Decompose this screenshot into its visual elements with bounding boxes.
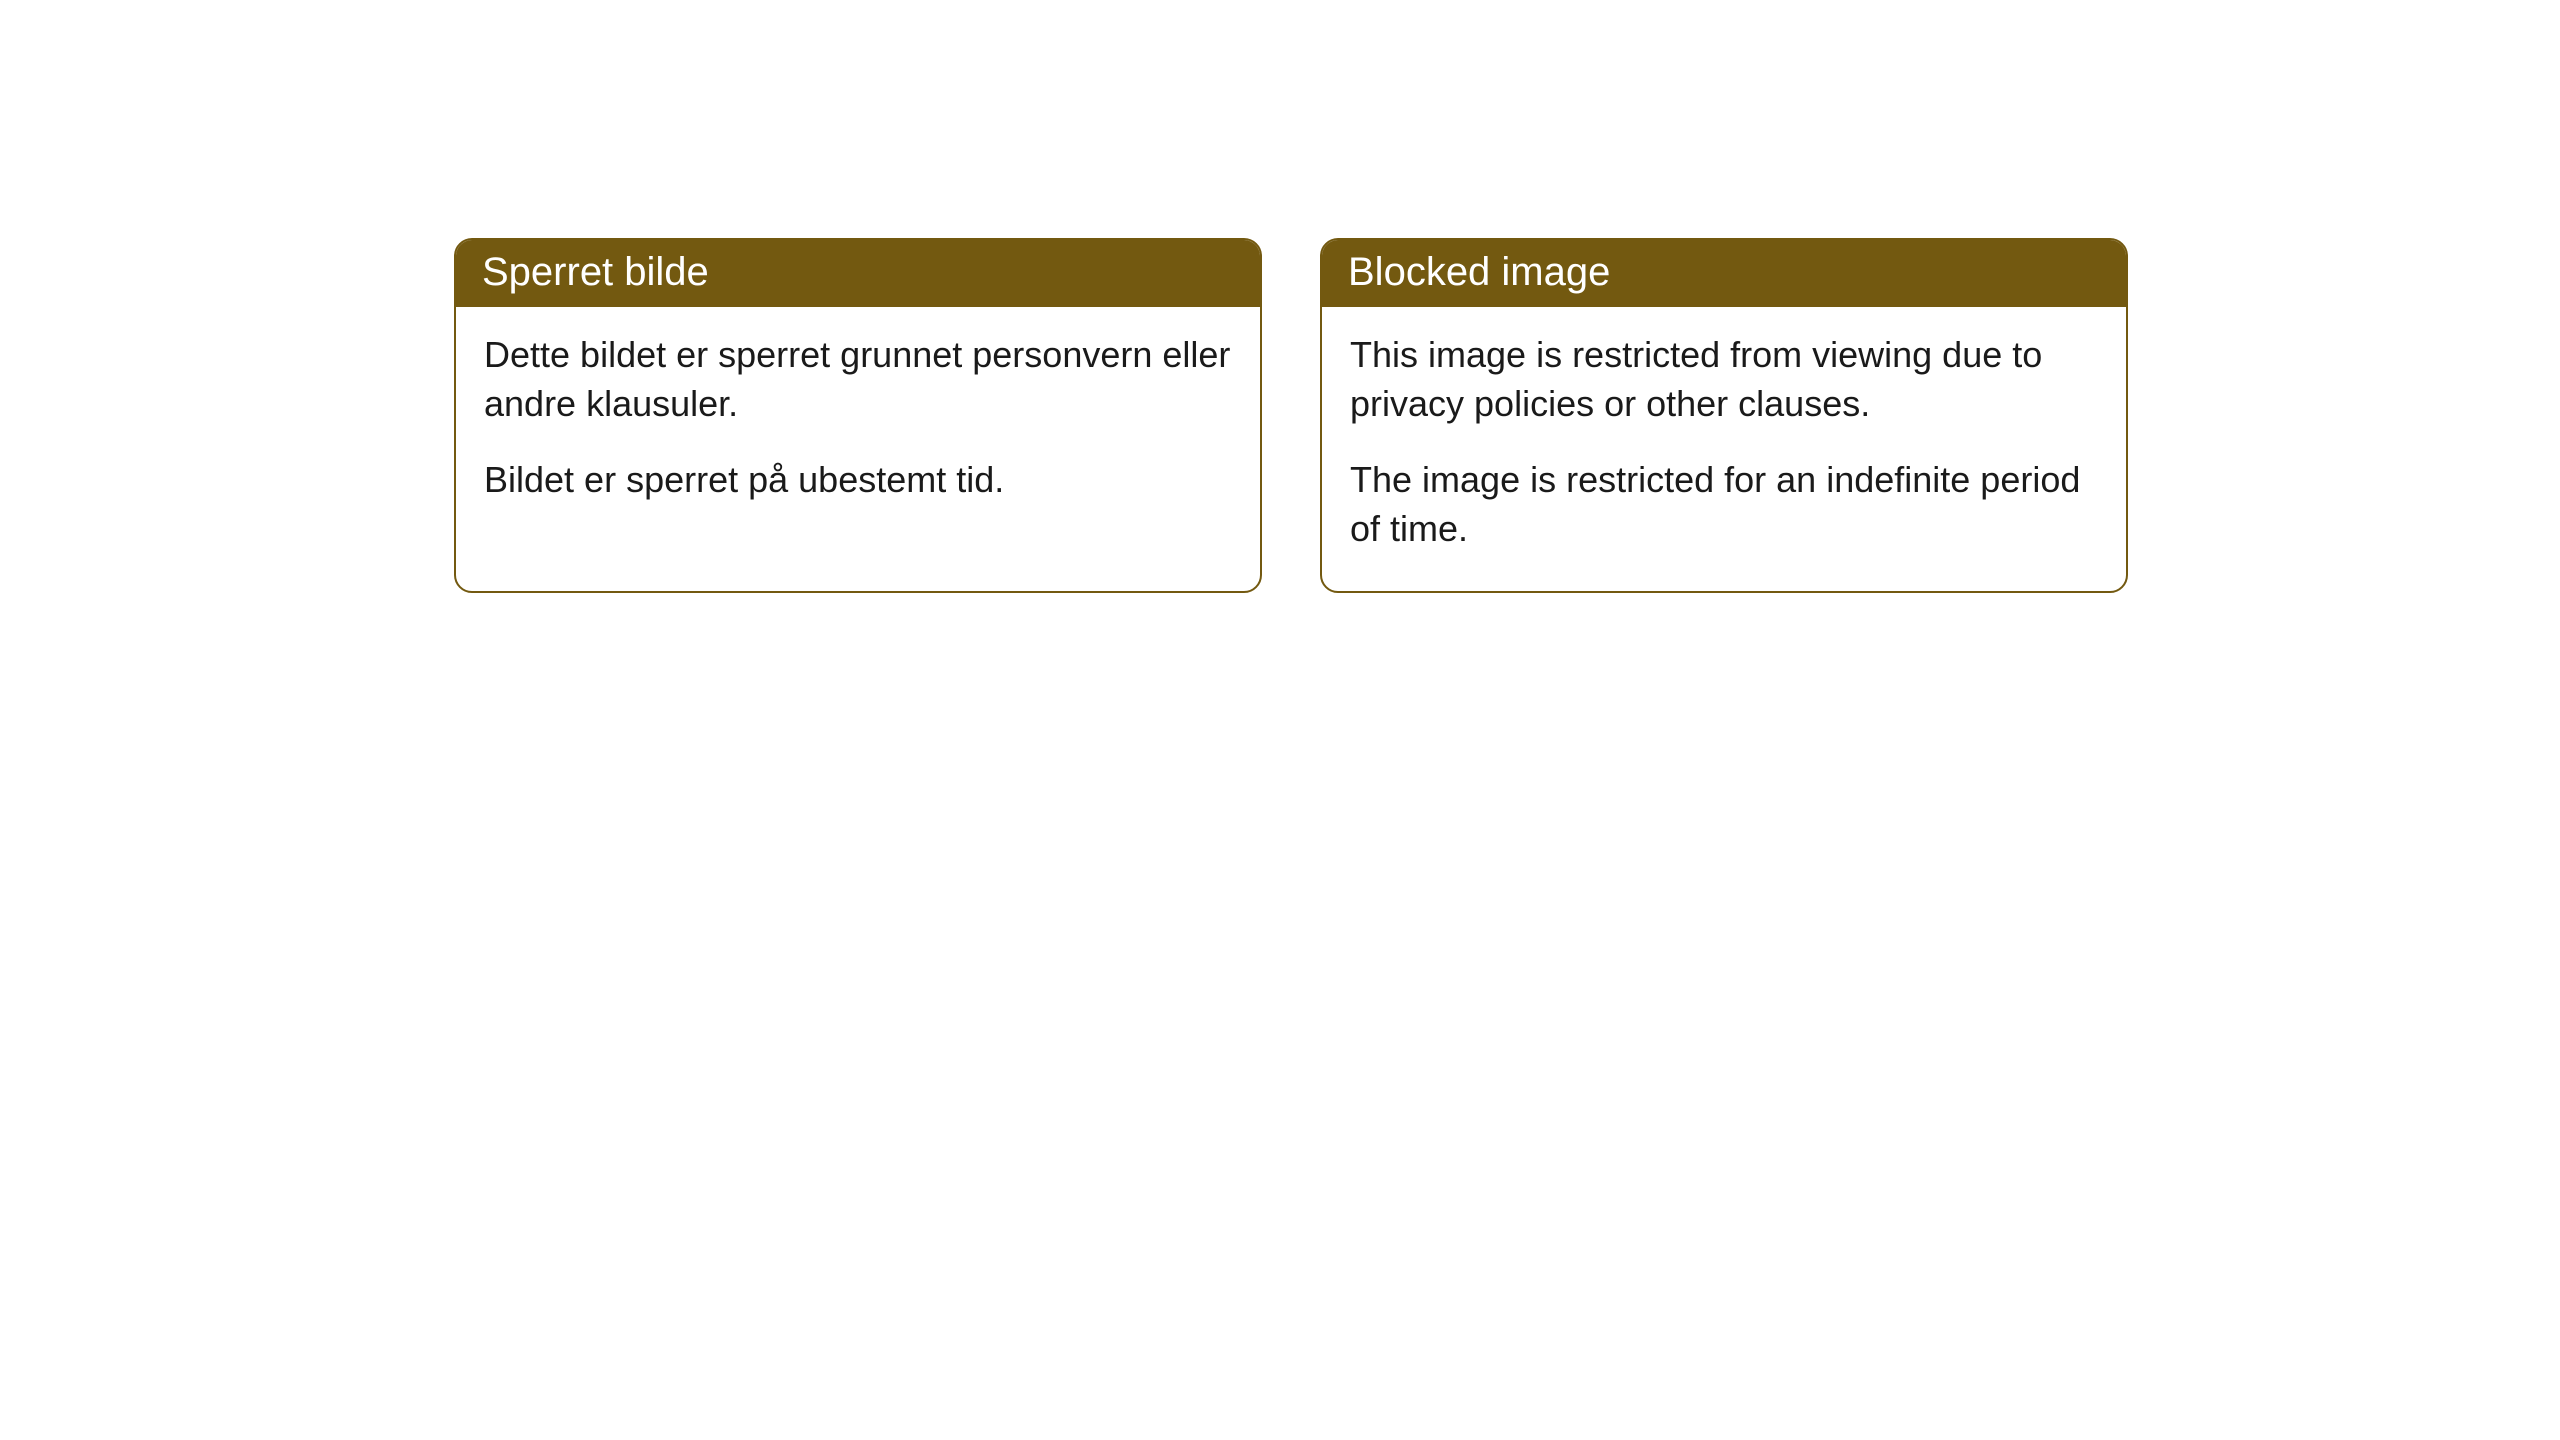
- card-header-no: Sperret bilde: [456, 240, 1260, 307]
- card-title-no: Sperret bilde: [482, 250, 709, 294]
- card-text-no-2: Bildet er sperret på ubestemt tid.: [484, 456, 1232, 505]
- blocked-image-card-en: Blocked image This image is restricted f…: [1320, 238, 2128, 593]
- card-text-en-1: This image is restricted from viewing du…: [1350, 331, 2098, 428]
- notice-container: Sperret bilde Dette bildet er sperret gr…: [454, 238, 2560, 593]
- card-text-en-2: The image is restricted for an indefinit…: [1350, 456, 2098, 553]
- card-text-no-1: Dette bildet er sperret grunnet personve…: [484, 331, 1232, 428]
- card-header-en: Blocked image: [1322, 240, 2126, 307]
- card-title-en: Blocked image: [1348, 250, 1610, 294]
- card-body-no: Dette bildet er sperret grunnet personve…: [456, 307, 1260, 543]
- card-body-en: This image is restricted from viewing du…: [1322, 307, 2126, 591]
- blocked-image-card-no: Sperret bilde Dette bildet er sperret gr…: [454, 238, 1262, 593]
